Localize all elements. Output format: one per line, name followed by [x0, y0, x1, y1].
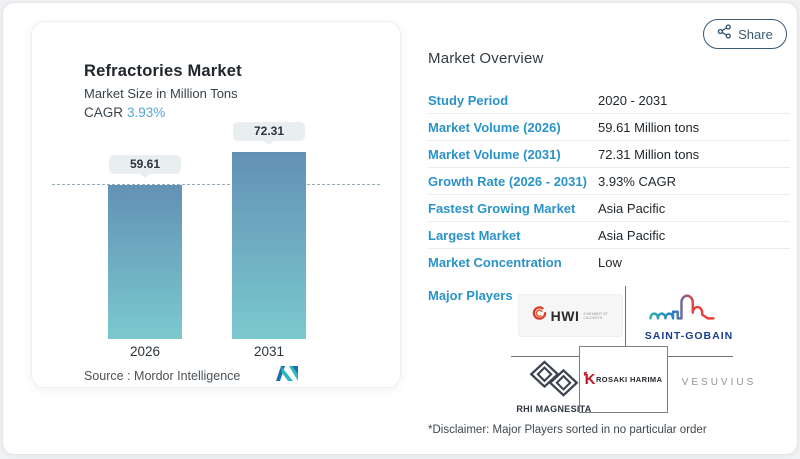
- row-value: 3.93% CAGR: [598, 173, 677, 189]
- rhi-name: RHI MAGNESITA: [516, 404, 592, 414]
- rhi-diamond-icon: [528, 360, 580, 402]
- row-label: Fastest Growing Market: [428, 200, 576, 216]
- bar-plot: 59.61 72.31: [52, 109, 380, 339]
- row-label: Growth Rate (2026 - 2031): [428, 173, 587, 189]
- row-label: Market Concentration: [428, 255, 562, 270]
- vesuvius-logo: VESUVIUS: [673, 372, 765, 390]
- hwi-tagline: A MEMBER OF CALDERYS: [583, 311, 608, 320]
- row-value: 59.61 Million tons: [598, 119, 700, 135]
- x-axis-label: 2026: [129, 344, 161, 359]
- krosaki-k-icon: K: [584, 371, 596, 388]
- chart-subtitle: Market Size in Million Tons: [84, 86, 238, 101]
- rhi-magnesita-logo: RHI MAGNESITA: [508, 360, 600, 414]
- table-row: Market Volume (2031) 72.31 Million tons: [428, 141, 790, 168]
- row-value: 2020 - 2031: [598, 92, 668, 108]
- major-players-grid: HWI A MEMBER OF CALDERYS: [508, 286, 793, 421]
- krosaki-harima-logo: K ROSAKI HARIMA: [579, 346, 668, 413]
- bar: [232, 152, 306, 339]
- grid-divider-vertical: [625, 286, 626, 356]
- row-value: 72.31 Million tons: [598, 146, 700, 162]
- cagr-label: CAGR: [84, 105, 124, 120]
- panel-title: Market Overview: [428, 50, 544, 67]
- source-value: Mordor Intelligence: [134, 369, 241, 383]
- table-row: Market Concentration Low: [428, 249, 790, 276]
- bar-value-label: 59.61: [109, 154, 181, 174]
- disclaimer-text: *Disclaimer: Major Players sorted in no …: [428, 424, 707, 436]
- share-button[interactable]: Share: [703, 19, 787, 49]
- major-players-label: Major Players: [428, 288, 513, 303]
- row-value: Low: [598, 255, 622, 270]
- source-label: Source :: [84, 369, 131, 383]
- table-row: Study Period 2020 - 2031: [428, 87, 790, 114]
- table-row: Growth Rate (2026 - 2031) 3.93% CAGR: [428, 168, 790, 195]
- saint-gobain-logo: SAINT-GOBAIN: [631, 292, 747, 346]
- bar-value-label: 72.31: [233, 122, 305, 141]
- mordor-intelligence-logo-icon: [274, 364, 300, 387]
- chart-card: Refractories Market Market Size in Milli…: [31, 21, 401, 388]
- hwi-logo: HWI A MEMBER OF CALDERYS: [518, 294, 623, 337]
- table-row: Largest Market Asia Pacific: [428, 222, 790, 249]
- reference-dashed-line: [52, 183, 380, 185]
- chart-title: Refractories Market: [84, 62, 242, 80]
- bar-group: 59.61: [108, 109, 182, 339]
- krosaki-name: ROSAKI HARIMA: [595, 375, 663, 384]
- market-overview-panel: Market Overview Study Period 2020 - 2031…: [423, 3, 795, 456]
- bar-group: 72.31: [232, 109, 306, 339]
- bar: [108, 184, 182, 339]
- x-axis-labels: 2026 2031: [52, 344, 380, 362]
- row-value: Asia Pacific: [598, 227, 666, 243]
- overview-table: Study Period 2020 - 2031 Market Volume (…: [428, 87, 790, 276]
- hwi-name: HWI: [550, 307, 580, 324]
- saint-gobain-skyline-icon: [645, 294, 733, 328]
- row-label: Market Volume (2031): [428, 146, 561, 162]
- row-label: Largest Market: [428, 227, 521, 243]
- cagr-value: 3.93%: [127, 105, 166, 120]
- share-icon: [717, 24, 732, 44]
- table-row: Market Volume (2026) 59.61 Million tons: [428, 114, 790, 141]
- source-line: Source : Mordor Intelligence: [84, 369, 240, 383]
- chart-cagr: CAGR 3.93%: [84, 105, 165, 120]
- share-button-label: Share: [738, 26, 773, 42]
- vesuvius-name: VESUVIUS: [681, 377, 757, 388]
- row-label: Market Volume (2026): [428, 119, 561, 135]
- x-axis-label: 2031: [253, 344, 285, 359]
- row-label: Study Period: [428, 92, 509, 108]
- row-value: Asia Pacific: [598, 200, 666, 216]
- hwi-swirl-icon: [532, 305, 547, 326]
- saint-gobain-name: SAINT-GOBAIN: [644, 330, 734, 342]
- table-row: Fastest Growing Market Asia Pacific: [428, 195, 790, 222]
